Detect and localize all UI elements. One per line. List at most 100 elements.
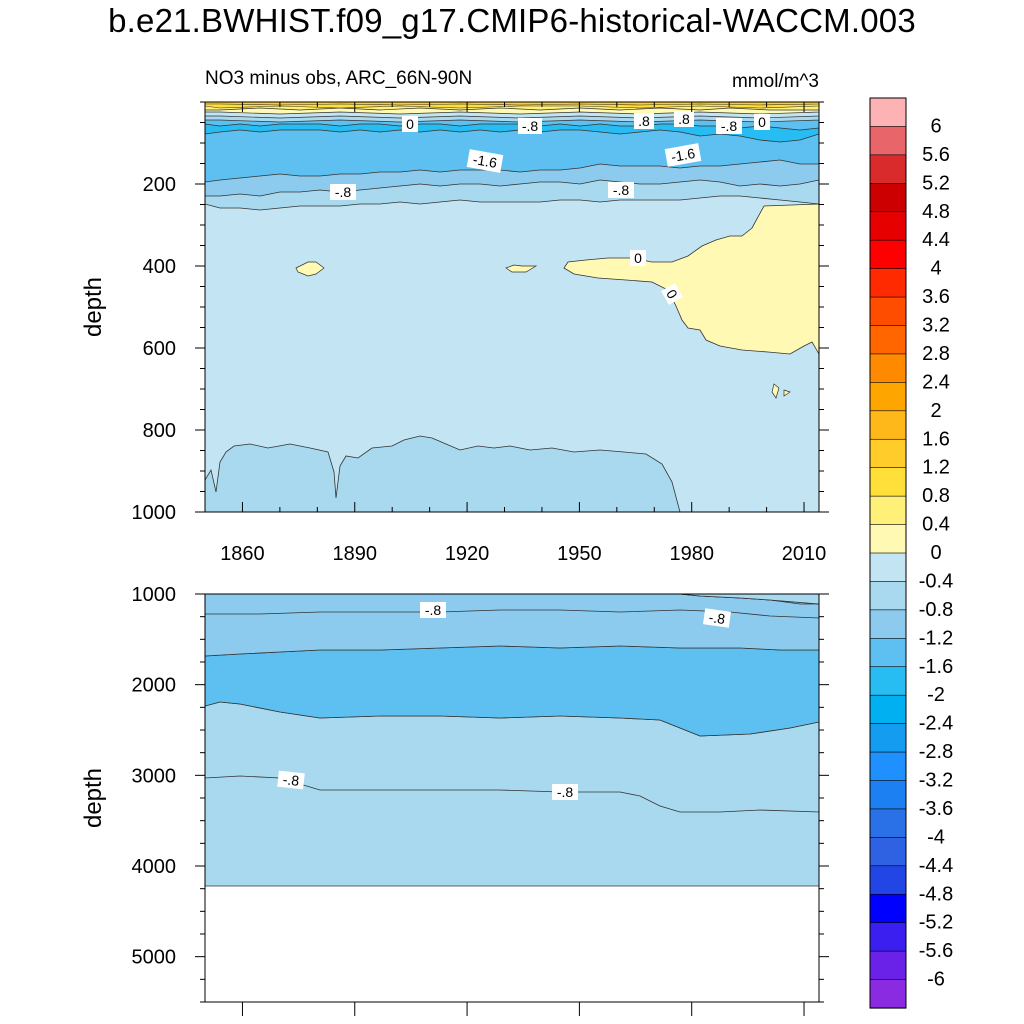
colorbar-label: -0.4 bbox=[919, 570, 953, 592]
colorbar-swatch bbox=[869, 353, 907, 383]
clabel-m08-f: -.8 bbox=[708, 609, 727, 627]
colorbar-swatch bbox=[869, 979, 907, 1009]
clabel-0-a: 0 bbox=[406, 116, 414, 132]
lower-ylabel: depth bbox=[80, 768, 107, 828]
upper-contour-labels: 0 -.8 .8 .8 -.8 0 -1.6 -1.6 -.8 bbox=[330, 111, 770, 305]
clabel-m16-b: -1.6 bbox=[670, 145, 697, 165]
upper-ylabel: depth bbox=[80, 277, 107, 337]
colorbar-swatch bbox=[869, 524, 907, 554]
colorbar-swatch bbox=[869, 438, 907, 469]
clabel-bg-5 bbox=[716, 118, 742, 134]
clabel-bg-8 bbox=[664, 143, 702, 167]
colorbar-swatch bbox=[869, 97, 907, 128]
clabel-0-c: 0 bbox=[634, 250, 642, 266]
clabel-m16-a: -1.6 bbox=[472, 151, 499, 171]
lower-x-ticks bbox=[241, 1002, 805, 1016]
colorbar-swatch bbox=[869, 183, 907, 213]
clabel-m08-h: -.8 bbox=[557, 784, 574, 800]
clabel-bg-7 bbox=[466, 149, 504, 173]
lower-contour-fill: -.8 -.8 -.8 -.8 bbox=[205, 594, 819, 887]
colorbar-swatch bbox=[869, 837, 907, 867]
lower-panel: -.8 -.8 -.8 -.8 1000 2000 3000 4000 5000 dep… bbox=[80, 584, 829, 1016]
colorbar-frame bbox=[869, 97, 907, 1009]
band-zero-region bbox=[563, 203, 819, 355]
upper-y-tick-label: 600 bbox=[143, 338, 176, 360]
colorbar-label: -3.6 bbox=[919, 798, 953, 820]
colorbar-label: -5.6 bbox=[919, 940, 953, 962]
colorbar-swatch bbox=[869, 467, 907, 497]
lower-y-tick-label: 2000 bbox=[132, 675, 177, 697]
clabel-bg-16 bbox=[552, 784, 578, 800]
upper-left-string: NO3 minus obs, ARC_66N-90N bbox=[205, 68, 472, 89]
lower-y-tick-label: 1000 bbox=[132, 584, 177, 606]
colorbar-label: 0.8 bbox=[922, 485, 950, 507]
colorbar-swatch bbox=[869, 638, 907, 668]
band-zero-blob-4 bbox=[783, 389, 791, 397]
clabel-m08-d: -.8 bbox=[613, 182, 630, 198]
colorbar-swatch bbox=[869, 495, 907, 526]
upper-x-tick-label: 1950 bbox=[557, 543, 602, 565]
clabel-bg-1 bbox=[402, 116, 418, 132]
colorbar-swatch bbox=[869, 382, 907, 412]
colorbar-label: -4 bbox=[927, 826, 945, 848]
clabel-bg-14 bbox=[703, 608, 731, 628]
upper-x-tick-label: 2010 bbox=[782, 543, 827, 565]
clabel-p08-a: .8 bbox=[638, 113, 650, 129]
lower-contour-labels: -.8 -.8 -.8 -.8 bbox=[277, 602, 731, 800]
figure-title: b.e21.BWHIST.f09_g17.CMIP6-historical-WA… bbox=[108, 2, 916, 39]
upper-y-tick-label: 400 bbox=[143, 256, 176, 278]
upper-x-tick-label: 1980 bbox=[669, 543, 714, 565]
colorbar-label: -0.8 bbox=[919, 599, 953, 621]
colorbar-swatch bbox=[869, 893, 907, 924]
lower-y-tick-label: 3000 bbox=[132, 765, 177, 787]
clabel-bg-2 bbox=[518, 118, 542, 134]
clabel-bg-6 bbox=[754, 114, 770, 130]
colorbar-swatch bbox=[869, 751, 907, 782]
upper-y-tick-label: 800 bbox=[143, 420, 176, 442]
clabel-bg-4 bbox=[674, 111, 694, 127]
colorbar-label: 4 bbox=[930, 258, 941, 280]
upper-panel: NO3 minus obs, ARC_66N-90N mmol/m^3 bbox=[80, 68, 829, 565]
upper-x-tick-label: 1860 bbox=[220, 543, 265, 565]
clabel-m08-a: -.8 bbox=[522, 118, 539, 134]
clabel-bg-12 bbox=[661, 283, 683, 305]
colorbar-swatch bbox=[869, 581, 907, 611]
colorbar-label: -1.2 bbox=[919, 627, 953, 649]
colorbar-label: 0.4 bbox=[922, 514, 950, 536]
colorbar-swatch bbox=[869, 296, 907, 327]
colorbar-label: -4.4 bbox=[919, 855, 953, 877]
colorbar-label: -1.6 bbox=[919, 656, 953, 678]
colorbar: 6 5.6 5.2 4.8 4.4 4 3.6 3.2 2.8 2.4 2 1.6 1.2 0.8 0.4 0… bbox=[869, 97, 953, 1009]
upper-right-string: mmol/m^3 bbox=[732, 71, 819, 92]
colorbar-swatch bbox=[869, 154, 907, 184]
lower-y-ticks: 1000 2000 3000 4000 5000 bbox=[132, 584, 829, 1003]
colorbar-label: -3.2 bbox=[919, 770, 953, 792]
colorbar-swatch bbox=[869, 808, 907, 838]
clabel-bg-15 bbox=[277, 770, 305, 790]
colorbar-swatch bbox=[869, 126, 907, 156]
colorbar-swatch bbox=[869, 666, 907, 696]
band-minus08-deep bbox=[205, 435, 681, 512]
band-zero-blob-2 bbox=[505, 264, 538, 273]
clabel-m08-g: -.8 bbox=[282, 771, 300, 789]
clabel-bg-13 bbox=[420, 602, 446, 618]
colorbar-swatch bbox=[869, 268, 907, 298]
upper-y-tick-label: 200 bbox=[143, 174, 176, 196]
upper-x-ticks: 1860 1890 1920 1950 1980 2010 bbox=[204, 102, 827, 565]
clabel-m08-b: -.8 bbox=[721, 118, 738, 134]
colorbar-swatch bbox=[869, 211, 907, 241]
upper-x-tick-label: 1890 bbox=[333, 543, 378, 565]
clabel-bg-10 bbox=[608, 182, 634, 198]
colorbar-swatch bbox=[869, 922, 907, 952]
band-12-surface bbox=[205, 102, 819, 106]
colorbar-label: 2 bbox=[930, 400, 941, 422]
band-zero-blob-1 bbox=[295, 261, 325, 277]
colorbar-swatch bbox=[869, 609, 907, 639]
colorbar-label: -2.8 bbox=[919, 741, 953, 763]
colorbar-label: -5.2 bbox=[919, 912, 953, 934]
upper-x-tick-label: 1920 bbox=[445, 543, 490, 565]
colorbar-label: 5.2 bbox=[922, 172, 950, 194]
colorbar-label: 6 bbox=[930, 115, 941, 137]
